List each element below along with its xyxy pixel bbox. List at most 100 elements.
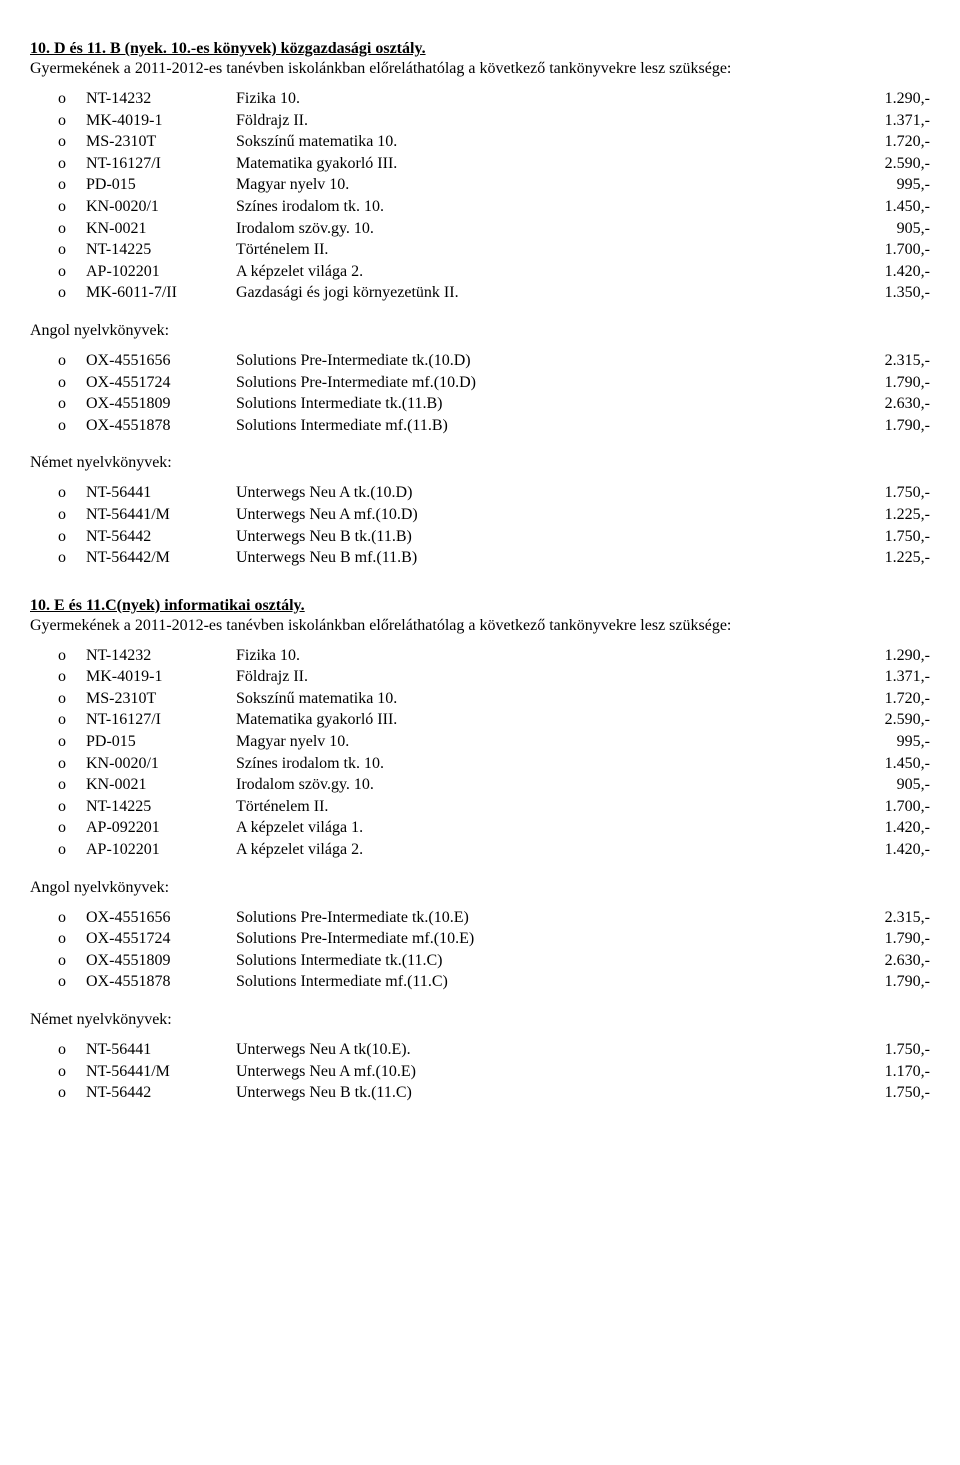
- bullet-icon: o: [30, 196, 86, 218]
- bullet-icon: o: [30, 950, 86, 972]
- book-price: 1.790,-: [840, 928, 930, 950]
- bullet-icon: o: [30, 971, 86, 993]
- book-code: AP-102201: [86, 839, 236, 861]
- book-code: NT-56441: [86, 1039, 236, 1061]
- book-row: oOX-4551724Solutions Pre-Intermediate mf…: [30, 928, 930, 950]
- book-code: MK-6011-7/II: [86, 282, 236, 304]
- bullet-icon: o: [30, 131, 86, 153]
- book-code: NT-56441/M: [86, 504, 236, 526]
- book-desc: Irodalom szöv.gy. 10.: [236, 774, 840, 796]
- bullet-icon: o: [30, 839, 86, 861]
- book-price: 1.420,-: [840, 839, 930, 861]
- book-price: 2.315,-: [840, 350, 930, 372]
- book-row: oNT-16127/IMatematika gyakorló III.2.590…: [30, 153, 930, 175]
- bullet-icon: o: [30, 928, 86, 950]
- bullet-icon: o: [30, 1039, 86, 1061]
- book-row: oPD-015Magyar nyelv 10.995,-: [30, 174, 930, 196]
- book-price: 995,-: [840, 731, 930, 753]
- bullet-icon: o: [30, 1082, 86, 1104]
- book-code: OX-4551878: [86, 971, 236, 993]
- bullet-icon: o: [30, 709, 86, 731]
- book-code: OX-4551878: [86, 415, 236, 437]
- book-price: 2.590,-: [840, 153, 930, 175]
- book-desc: Sokszínű matematika 10.: [236, 131, 840, 153]
- book-row: oNT-56442/MUnterwegs Neu B mf.(11.B)1.22…: [30, 547, 930, 569]
- bullet-icon: o: [30, 153, 86, 175]
- book-row: oNT-56441Unterwegs Neu A tk(10.E).1.750,…: [30, 1039, 930, 1061]
- bullet-icon: o: [30, 282, 86, 304]
- book-row: oOX-4551809Solutions Intermediate tk.(11…: [30, 393, 930, 415]
- bullet-icon: o: [30, 372, 86, 394]
- book-price: 1.750,-: [840, 526, 930, 548]
- book-code: KN-0021: [86, 218, 236, 240]
- book-price: 905,-: [840, 218, 930, 240]
- book-code: OX-4551724: [86, 928, 236, 950]
- book-desc: Solutions Pre-Intermediate mf.(10.D): [236, 372, 840, 394]
- german-book-list: oNT-56441Unterwegs Neu A tk.(10.D)1.750,…: [30, 482, 930, 568]
- book-code: PD-015: [86, 731, 236, 753]
- bullet-icon: o: [30, 645, 86, 667]
- book-row: oKN-0020/1Színes irodalom tk. 10.1.450,-: [30, 196, 930, 218]
- book-row: oNT-56442Unterwegs Neu B tk.(11.C)1.750,…: [30, 1082, 930, 1104]
- section-title: 10. D és 11. B (nyek. 10.-es könyvek) kö…: [30, 40, 930, 58]
- bullet-icon: o: [30, 753, 86, 775]
- document-root: 10. D és 11. B (nyek. 10.-es könyvek) kö…: [30, 40, 930, 1104]
- book-code: NT-56442: [86, 1082, 236, 1104]
- book-price: 1.350,-: [840, 282, 930, 304]
- book-row: oAP-102201A képzelet világa 2.1.420,-: [30, 261, 930, 283]
- book-code: MS-2310T: [86, 688, 236, 710]
- book-code: AP-102201: [86, 261, 236, 283]
- book-desc: Unterwegs Neu B tk.(11.B): [236, 526, 840, 548]
- book-row: oOX-4551656Solutions Pre-Intermediate tk…: [30, 907, 930, 929]
- bullet-icon: o: [30, 731, 86, 753]
- book-code: KN-0020/1: [86, 753, 236, 775]
- book-price: 1.450,-: [840, 196, 930, 218]
- book-row: oNT-16127/IMatematika gyakorló III.2.590…: [30, 709, 930, 731]
- book-desc: Solutions Intermediate mf.(11.C): [236, 971, 840, 993]
- book-code: NT-14225: [86, 796, 236, 818]
- book-desc: Solutions Pre-Intermediate tk.(10.D): [236, 350, 840, 372]
- book-desc: Matematika gyakorló III.: [236, 709, 840, 731]
- book-desc: Matematika gyakorló III.: [236, 153, 840, 175]
- book-row: oOX-4551656Solutions Pre-Intermediate tk…: [30, 350, 930, 372]
- bullet-icon: o: [30, 415, 86, 437]
- english-book-list: oOX-4551656Solutions Pre-Intermediate tk…: [30, 350, 930, 436]
- bullet-icon: o: [30, 817, 86, 839]
- book-row: oAP-102201A képzelet világa 2.1.420,-: [30, 839, 930, 861]
- book-desc: Unterwegs Neu B mf.(11.B): [236, 547, 840, 569]
- book-desc: Solutions Intermediate mf.(11.B): [236, 415, 840, 437]
- book-desc: Színes irodalom tk. 10.: [236, 753, 840, 775]
- german-heading: Német nyelvkönyvek:: [30, 454, 930, 472]
- book-code: MK-4019-1: [86, 110, 236, 132]
- english-heading: Angol nyelvkönyvek:: [30, 879, 930, 897]
- book-desc: Történelem II.: [236, 239, 840, 261]
- book-desc: A képzelet világa 2.: [236, 261, 840, 283]
- german-heading: Német nyelvkönyvek:: [30, 1011, 930, 1029]
- book-code: OX-4551724: [86, 372, 236, 394]
- book-row: oMK-4019-1Földrajz II.1.371,-: [30, 666, 930, 688]
- book-desc: Történelem II.: [236, 796, 840, 818]
- book-code: NT-56441: [86, 482, 236, 504]
- german-book-list: oNT-56441Unterwegs Neu A tk(10.E).1.750,…: [30, 1039, 930, 1104]
- english-book-list: oOX-4551656Solutions Pre-Intermediate tk…: [30, 907, 930, 993]
- book-row: oNT-14232Fizika 10.1.290,-: [30, 645, 930, 667]
- section-intro: Gyermekének a 2011-2012-es tanévben isko…: [30, 60, 930, 78]
- book-price: 2.630,-: [840, 950, 930, 972]
- book-row: oNT-56442Unterwegs Neu B tk.(11.B)1.750,…: [30, 526, 930, 548]
- book-code: KN-0020/1: [86, 196, 236, 218]
- book-code: NT-14232: [86, 645, 236, 667]
- book-price: 1.290,-: [840, 645, 930, 667]
- book-price: 1.225,-: [840, 504, 930, 526]
- book-code: NT-56442/M: [86, 547, 236, 569]
- bullet-icon: o: [30, 547, 86, 569]
- book-code: NT-14232: [86, 88, 236, 110]
- book-price: 2.630,-: [840, 393, 930, 415]
- bullet-icon: o: [30, 666, 86, 688]
- book-row: oMS-2310TSokszínű matematika 10.1.720,-: [30, 688, 930, 710]
- book-code: OX-4551809: [86, 393, 236, 415]
- book-desc: A képzelet világa 1.: [236, 817, 840, 839]
- book-row: oPD-015Magyar nyelv 10.995,-: [30, 731, 930, 753]
- book-price: 1.790,-: [840, 971, 930, 993]
- book-price: 1.720,-: [840, 131, 930, 153]
- book-code: KN-0021: [86, 774, 236, 796]
